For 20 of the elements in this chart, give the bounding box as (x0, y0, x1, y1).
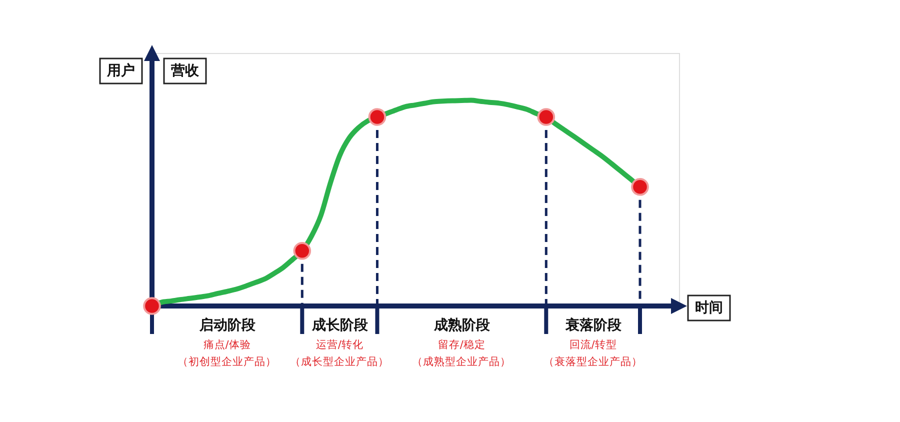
point (143, 297, 161, 315)
text: 回流/转型 (569, 338, 617, 351)
text: 留存/稳定 (438, 338, 486, 351)
point (631, 178, 649, 196)
x-tick-label: 衰落阶段 (564, 316, 623, 334)
text: （成熟型企业产品） (412, 355, 512, 368)
text: 营收 (170, 63, 200, 79)
text: （初创型企业产品） (178, 355, 277, 368)
point (368, 108, 386, 126)
x-tick-label: 成熟阶段 (433, 316, 492, 334)
y-axis-title: 用户 (106, 62, 135, 79)
text: 痛点/体验 (203, 338, 251, 351)
x-tick-label: 成长阶段 (311, 318, 370, 334)
x-axis-title: 时间 (695, 300, 723, 316)
text: （成长型企业产品） (290, 355, 390, 368)
text: 运营/转化 (316, 338, 364, 351)
x-tick-label: 启动阶段 (198, 316, 257, 334)
point (537, 108, 556, 126)
point (293, 242, 312, 260)
text: （衰落型企业产品） (544, 355, 643, 368)
